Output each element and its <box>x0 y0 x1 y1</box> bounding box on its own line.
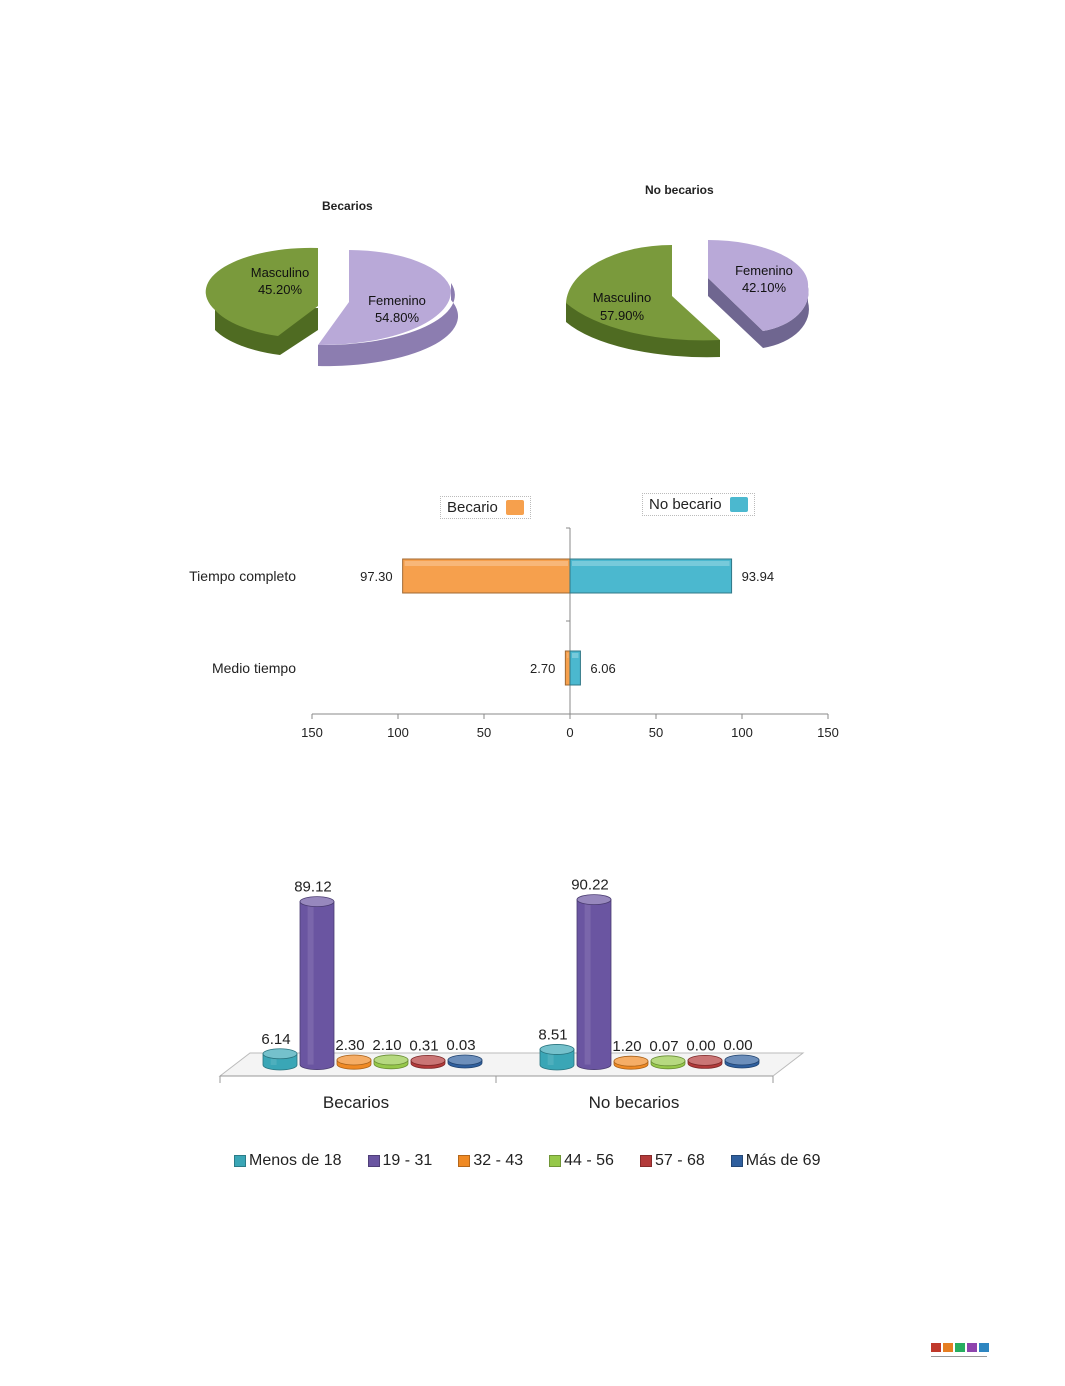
footer-color-block <box>967 1343 977 1352</box>
category-label: Medio tiempo <box>212 660 296 676</box>
legend-label: 19 - 31 <box>382 1152 433 1169</box>
cylinder-19-31 <box>299 896 335 1070</box>
group-label: No becarios <box>589 1093 680 1112</box>
cylinder-value-label: 0.07 <box>649 1038 678 1055</box>
cylinder-19-31 <box>576 894 612 1070</box>
cylinder-44-56 <box>373 1054 409 1070</box>
legend-swatch <box>367 1155 380 1167</box>
bar-highlight <box>572 653 579 658</box>
cylinder-value-label: 0.00 <box>686 1037 715 1054</box>
group-label: Becarios <box>323 1093 389 1112</box>
footer-color-block <box>979 1343 989 1352</box>
footer-divider <box>931 1356 987 1357</box>
pie-value-no-becarios-masculino: 57.90% <box>600 308 645 323</box>
legend-label: 57 - 68 <box>654 1152 705 1169</box>
legend-item: 19 - 31 <box>367 1152 433 1170</box>
category-label: Tiempo completo <box>189 568 296 584</box>
cylinder-value-label: 1.20 <box>612 1038 641 1055</box>
cylinder-bar-chart: Becarios 6.14 89.12 2.30 2.10 0.31 0.03 No beca… <box>218 877 805 1112</box>
pie-title-becarios: Becarios <box>322 199 373 213</box>
x-tick-label: 150 <box>301 725 323 740</box>
pie-label-becarios-masculino: Masculino <box>251 265 310 280</box>
cylinder-value-label: 0.03 <box>446 1037 475 1054</box>
bar-highlight <box>567 653 569 658</box>
legend-swatch <box>730 1155 743 1167</box>
cylinder-32-43 <box>613 1055 649 1070</box>
pie-label-becarios-femenino: Femenino <box>368 293 426 308</box>
legend-no-becario-label: No becario <box>649 496 722 513</box>
cylinder-44-56 <box>650 1055 686 1070</box>
legend-becario-label: Becario <box>447 499 498 516</box>
pie-slice-becarios-femenino-side <box>318 283 459 367</box>
pie-value-becarios-femenino: 54.80% <box>375 310 420 325</box>
cylinder-value-label: 90.22 <box>571 877 609 894</box>
pie-no-becarios <box>566 239 809 358</box>
pie-slice-no-becarios-femenino <box>708 239 809 331</box>
x-tick-label: 150 <box>817 725 839 740</box>
pie-slice-becarios-femenino <box>318 250 452 346</box>
x-tick-label: 50 <box>649 725 663 740</box>
legend-swatch <box>549 1155 562 1167</box>
bar-value-label: 97.30 <box>360 569 393 584</box>
legend-item: 57 - 68 <box>639 1152 705 1170</box>
legend-label: Más de 69 <box>745 1152 821 1169</box>
cylinder-m-s-de-69 <box>447 1054 483 1069</box>
x-tick-label: 100 <box>731 725 753 740</box>
cylinder-value-label: 6.14 <box>261 1031 290 1048</box>
pie-title-no-becarios: No becarios <box>645 183 714 197</box>
cylinder-menos-de-18 <box>262 1048 298 1071</box>
legend-label: 44 - 56 <box>564 1152 614 1169</box>
cylinder-value-label: 89.12 <box>294 879 332 896</box>
cylinder-value-label: 0.31 <box>409 1037 438 1054</box>
pie-value-no-becarios-femenino: 42.10% <box>742 280 787 295</box>
cylinder-57-68 <box>687 1054 723 1069</box>
legend-item: 32 - 43 <box>458 1152 523 1170</box>
pie-slice-no-becarios-femenino-side <box>708 278 809 348</box>
pie-slice-becarios-masculino <box>205 247 318 336</box>
cylinder-value-label: 0.00 <box>723 1037 752 1054</box>
cylinder-menos-de-18 <box>539 1044 575 1071</box>
bar-highlight <box>572 561 730 566</box>
legend-item: Menos de 18 <box>234 1152 342 1170</box>
pie-becarios <box>205 247 459 367</box>
legend-becario: Becario <box>440 496 531 519</box>
cylinder-57-68 <box>410 1054 446 1069</box>
x-tick-label: 100 <box>387 725 409 740</box>
legend-swatch <box>234 1155 246 1167</box>
bar-value-label: 6.06 <box>590 661 615 676</box>
legend-swatch <box>458 1155 471 1167</box>
pie-value-becarios-masculino: 45.20% <box>258 282 303 297</box>
footer-color-block <box>943 1343 953 1352</box>
legend-swatch <box>639 1155 652 1167</box>
cylinder-m-s-de-69 <box>724 1054 760 1069</box>
cylinder-32-43 <box>336 1054 372 1070</box>
legend-no-becario-swatch <box>729 497 748 512</box>
legend-label: 32 - 43 <box>473 1152 524 1169</box>
cylinder-value-label: 8.51 <box>538 1026 567 1043</box>
diverging-bar-chart: 150 100 50 0 50 100 150 Tiempo completo 97.30 93.… <box>189 527 839 740</box>
x-tick-label: 50 <box>477 725 491 740</box>
cylinder-value-label: 2.10 <box>372 1037 401 1054</box>
cylinder-legend: Menos de 18 19 - 31 32 - 43 44 - 56 57 - 68 M… <box>234 1152 820 1170</box>
legend-no-becario: No becario <box>642 493 755 516</box>
footer-color-block <box>931 1343 941 1352</box>
x-tick-label: 0 <box>566 725 573 740</box>
pie-slice-no-becarios-masculino <box>566 245 720 341</box>
pie-charts: Masculino 45.20% Femenino 54.80% Femenin… <box>205 239 809 367</box>
bar-value-label: 93.94 <box>742 569 775 584</box>
legend-item: Más de 69 <box>730 1152 821 1170</box>
legend-label: Menos de 18 <box>249 1152 342 1169</box>
cylinder-value-label: 2.30 <box>335 1037 364 1054</box>
pie-label-no-becarios-masculino: Masculino <box>593 290 652 305</box>
legend-item: 44 - 56 <box>549 1152 614 1170</box>
bar-highlight <box>404 561 568 566</box>
bar-no-becario <box>569 650 581 686</box>
footer-color-block <box>955 1343 965 1352</box>
legend-becario-swatch <box>505 500 524 515</box>
pie-label-no-becarios-femenino: Femenino <box>735 263 793 278</box>
bar-value-label: 2.70 <box>530 661 555 676</box>
footer-color-strip <box>931 1343 989 1352</box>
